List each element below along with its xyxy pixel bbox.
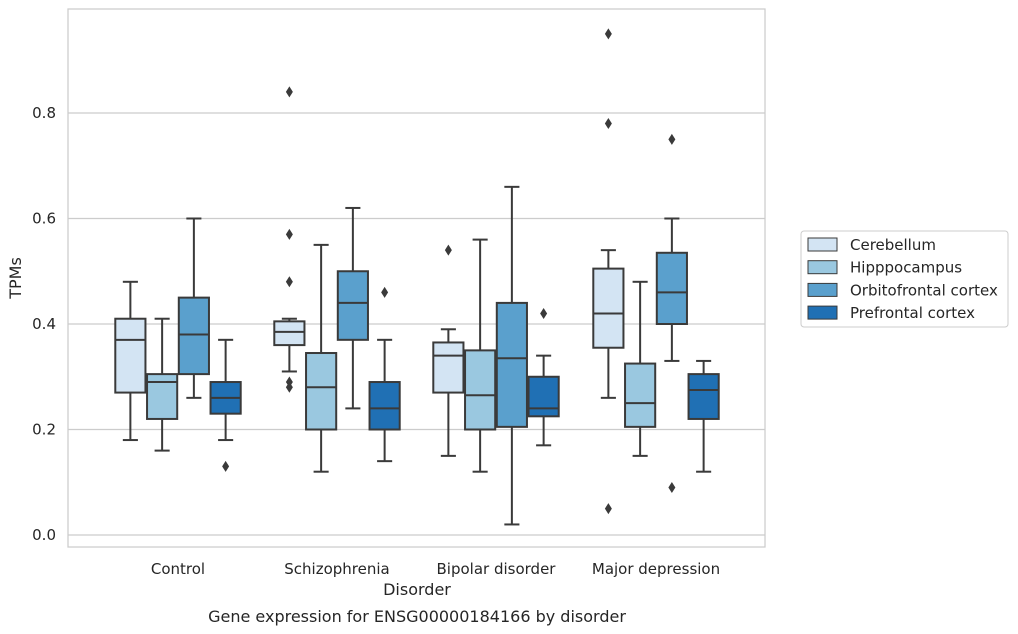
plot-frame	[67, 8, 766, 548]
legend-label: Hipppocampus	[850, 259, 962, 277]
box-group	[177, 217, 210, 399]
box	[177, 296, 210, 376]
box	[655, 251, 688, 326]
box	[592, 267, 625, 349]
x-tick-label: Major depression	[592, 560, 720, 578]
y-axis-label: TPMs	[6, 257, 25, 300]
y-tick-label: 0.8	[32, 104, 56, 122]
box	[114, 317, 147, 394]
box-group	[624, 280, 657, 457]
outlier-point	[668, 133, 676, 145]
outlier-point	[604, 28, 612, 40]
box	[527, 375, 560, 418]
y-tick-label: 0.6	[32, 210, 56, 228]
legend-label: Orbitofrontal cortex	[850, 281, 998, 299]
box-group	[655, 133, 688, 494]
box-group	[336, 206, 369, 410]
box-group	[432, 244, 465, 457]
outlier-point	[540, 307, 548, 319]
x-axis-label: Disorder	[383, 580, 451, 599]
box	[495, 301, 528, 428]
box-group	[114, 280, 147, 442]
box-group	[305, 243, 338, 473]
legend-swatch	[807, 237, 838, 252]
legend-swatch	[807, 282, 838, 297]
outlier-point	[604, 503, 612, 515]
outlier-point	[381, 286, 389, 298]
legend-swatch	[807, 305, 838, 320]
box	[432, 341, 465, 394]
box-group	[495, 185, 528, 526]
x-tick-label: Bipolar disorder	[437, 560, 557, 578]
y-tick-label: 0.4	[32, 315, 56, 333]
legend-label: Cerebellum	[850, 236, 936, 254]
outlier-point	[285, 381, 293, 393]
box	[464, 349, 497, 431]
legend-frame	[800, 230, 1009, 328]
box-group	[687, 359, 720, 473]
legend-label: Prefrontal cortex	[850, 304, 975, 322]
box	[146, 373, 179, 420]
y-axis-ticks: 0.0 0.2 0.4 0.6 0.8	[32, 104, 56, 544]
outlier-point	[285, 276, 293, 288]
outlier-point	[444, 244, 452, 256]
box-group	[464, 238, 497, 473]
outlier-point	[285, 86, 293, 98]
box-group	[146, 317, 179, 452]
box	[336, 270, 369, 341]
box-group	[273, 86, 306, 393]
outlier-point	[222, 460, 230, 472]
box	[687, 373, 720, 420]
legend: Cerebellum Hipppocampus Orbitofrontal cort…	[800, 230, 1009, 328]
legend-swatch	[807, 260, 838, 275]
y-tick-label: 0.0	[32, 526, 56, 544]
x-axis-ticks: Control Schizophrenia Bipolar disorder Majo…	[151, 560, 720, 578]
box	[273, 320, 306, 347]
box	[305, 352, 338, 431]
box	[624, 362, 657, 428]
y-tick-label: 0.2	[32, 421, 56, 439]
outlier-point	[285, 228, 293, 240]
x-tick-label: Control	[151, 560, 205, 578]
outlier-point	[668, 482, 676, 494]
box-group	[209, 338, 242, 472]
box-group	[592, 28, 625, 515]
outlier-point	[604, 118, 612, 130]
x-tick-label: Schizophrenia	[284, 560, 389, 578]
box	[368, 381, 401, 431]
box-layer	[114, 28, 720, 526]
chart-caption: Gene expression for ENSG00000184166 by d…	[208, 607, 626, 626]
box-group	[527, 307, 560, 447]
box-group	[368, 286, 401, 463]
